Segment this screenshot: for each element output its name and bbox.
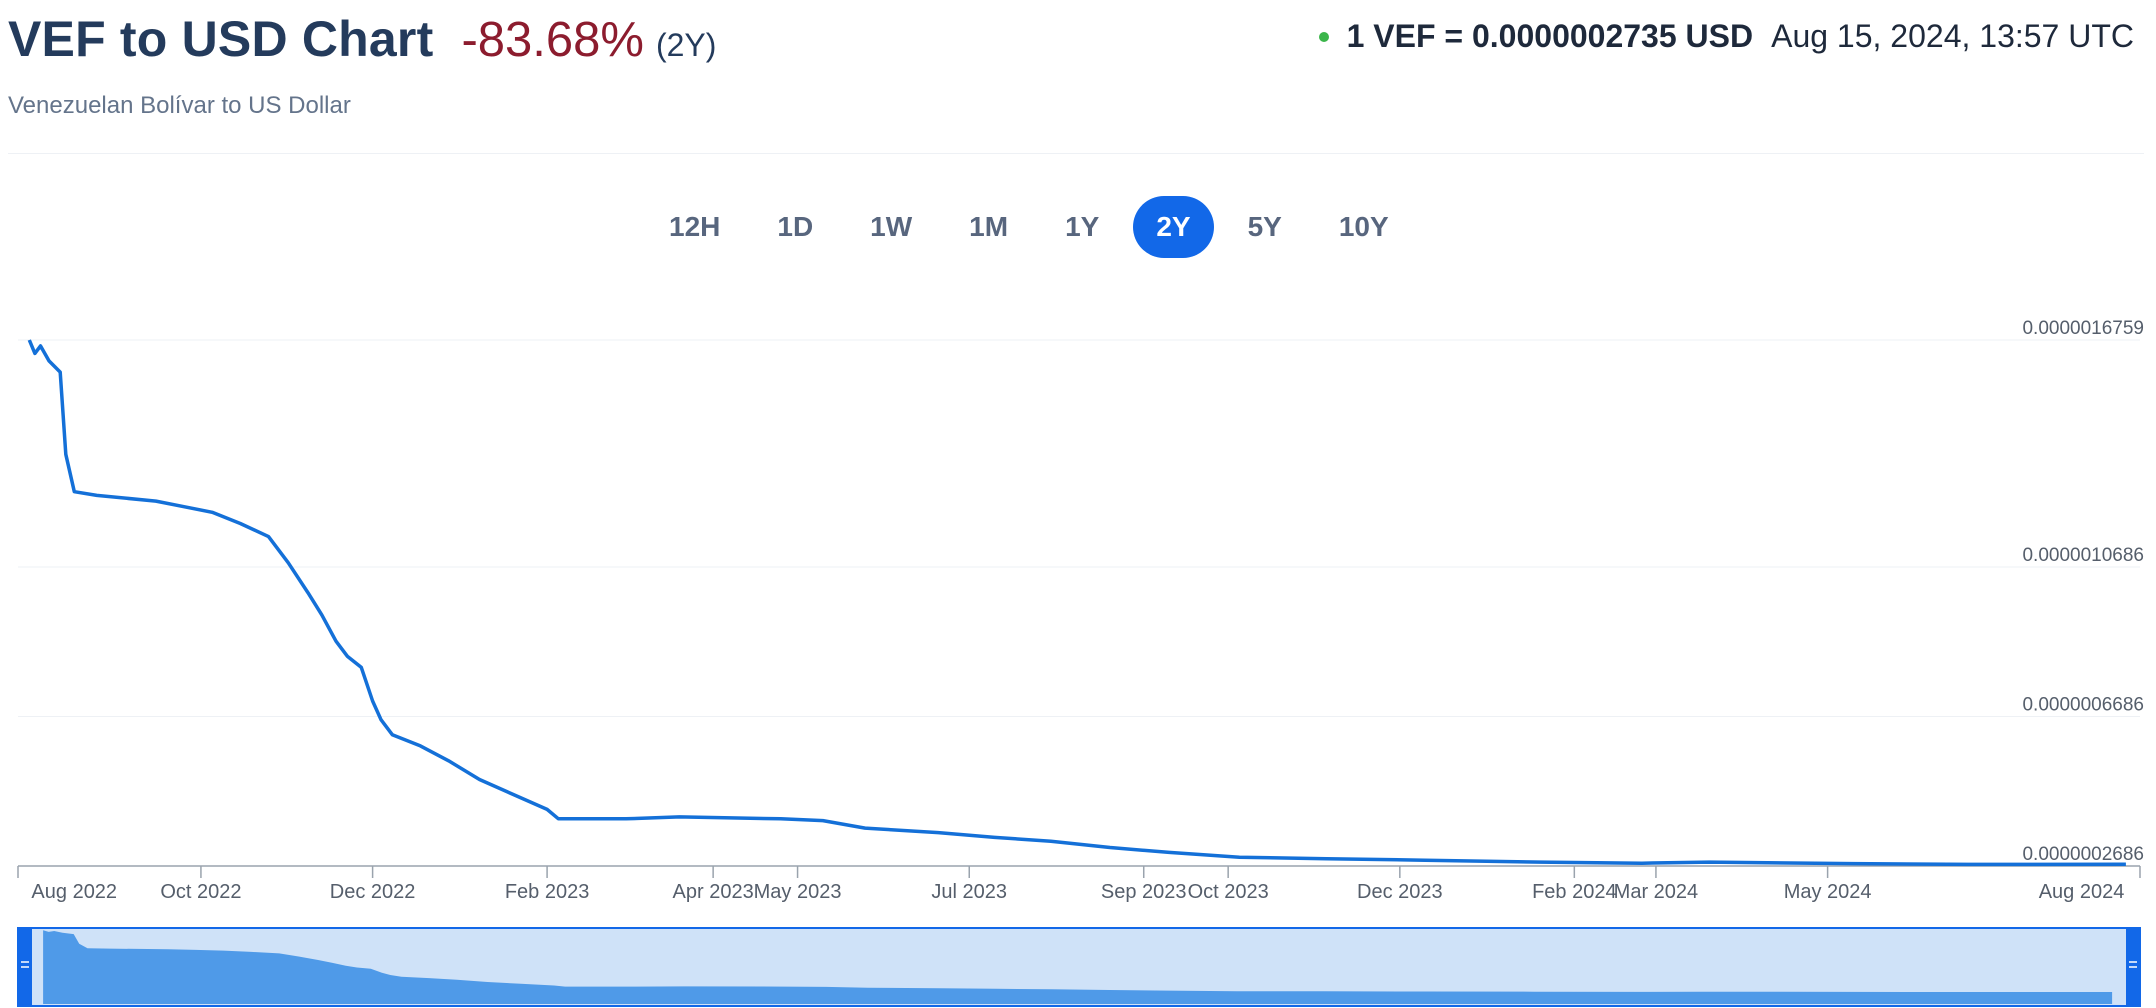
- tab-2y[interactable]: 2Y: [1133, 196, 1214, 258]
- x-tick-label: Aug 2024: [2039, 881, 2125, 903]
- tab-1d[interactable]: 1D: [777, 211, 814, 242]
- x-tick-label: Mar 2024: [1614, 881, 1699, 903]
- tab-1w[interactable]: 1W: [870, 211, 913, 242]
- y-tick-label: 0.0000016759: [2022, 318, 2144, 339]
- page-title: VEF to USD Chart: [8, 11, 434, 67]
- series-line-vef-usd[interactable]: [27, 339, 2126, 867]
- header-divider: [8, 153, 2144, 154]
- change-percent: -83.68%: [461, 13, 644, 67]
- x-tick-label: Dec 2022: [330, 881, 416, 903]
- navigator-area: [43, 930, 2113, 1004]
- y-tick-label: 0.0000006686: [2022, 694, 2144, 715]
- x-tick-label: Oct 2022: [160, 881, 241, 903]
- x-tick-label: May 2024: [1784, 881, 1872, 903]
- x-tick-label: Dec 2023: [1357, 881, 1443, 903]
- rate-timestamp: Aug 15, 2024, 13:57 UTC: [1771, 18, 2134, 54]
- x-tick-label: May 2023: [754, 881, 842, 903]
- title-row: VEF to USD Chart -83.68% (2Y): [8, 10, 716, 68]
- live-status-icon: [1318, 31, 1329, 42]
- x-tick-label: Sep 2023: [1101, 881, 1187, 903]
- pair-subtitle: Venezuelan Bolívar to US Dollar: [8, 92, 351, 119]
- period-label: (2Y): [655, 27, 717, 63]
- x-tick-label: Feb 2023: [505, 881, 590, 903]
- tab-1m[interactable]: 1M: [969, 211, 1009, 242]
- y-tick-label: 0.0000010686: [2022, 545, 2144, 566]
- chart-header: VEF to USD Chart -83.68% (2Y) Venezuelan…: [8, 10, 716, 120]
- range-tabs: 12H 1D 1W 1M 1Y 2Y 5Y 10Y: [646, 196, 1423, 258]
- x-tick-label: Apr 2023: [673, 881, 754, 903]
- x-tick-label: Oct 2023: [1188, 881, 1269, 903]
- y-tick-label: 0.0000002686: [2022, 844, 2144, 865]
- x-tick-label: Aug 2022: [31, 881, 117, 903]
- x-tick-label: Feb 2024: [1532, 881, 1617, 903]
- tab-12h[interactable]: 12H: [669, 211, 721, 242]
- rate-value: 1 VEF = 0.0000002735 USD: [1346, 18, 1754, 54]
- tab-10y[interactable]: 10Y: [1338, 211, 1389, 242]
- tab-5y[interactable]: 5Y: [1247, 211, 1282, 242]
- x-tick-label: Jul 2023: [931, 881, 1007, 903]
- tab-1y[interactable]: 1Y: [1065, 211, 1100, 242]
- live-rate: 1 VEF = 0.0000002735 USD Aug 15, 2024, 1…: [1318, 18, 2134, 55]
